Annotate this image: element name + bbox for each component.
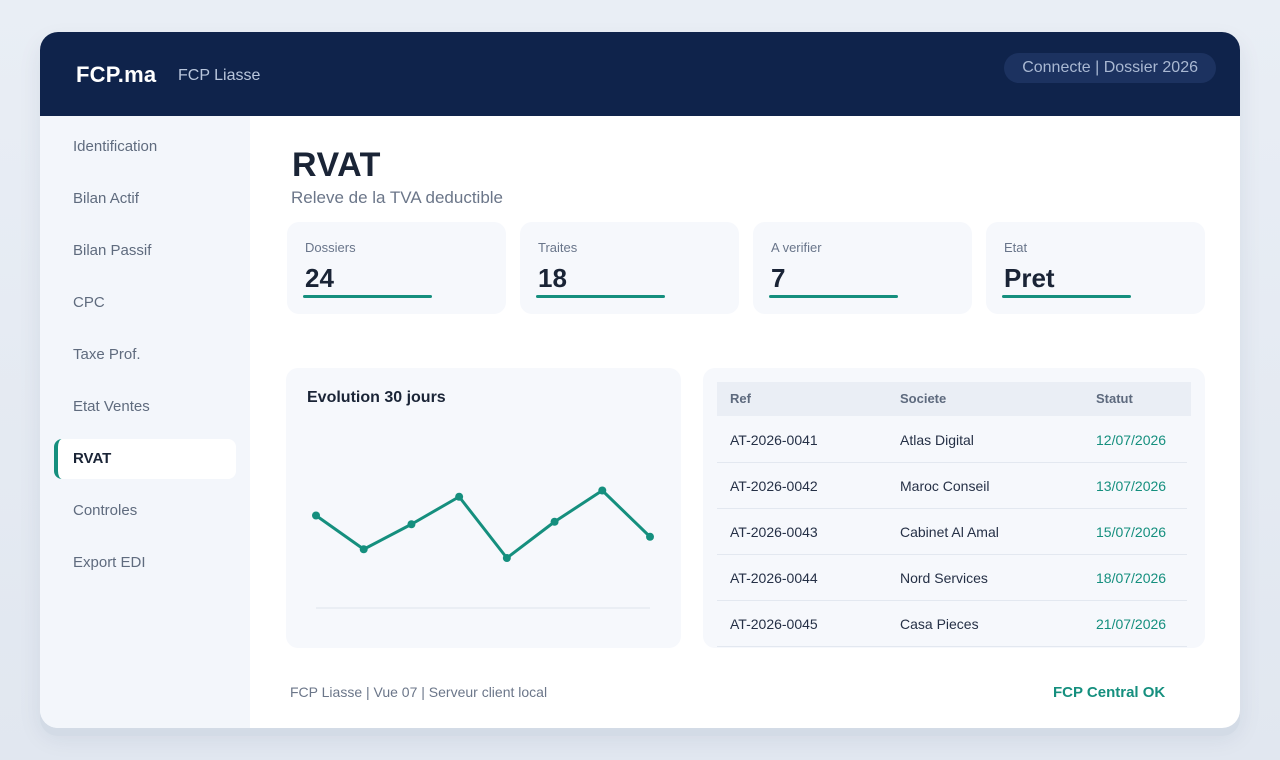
chart-title: Evolution 30 jours (307, 389, 446, 406)
kpi-card-dossiers: Dossiers 24 (287, 222, 506, 314)
kpi-accent-bar (303, 295, 432, 298)
evolution-chart-card: Evolution 30 jours (286, 368, 681, 648)
column-header-ref[interactable]: Ref (730, 391, 751, 406)
dossiers-table: Ref Societe Statut AT-2026-0041 Atlas Di… (703, 368, 1205, 648)
table-row[interactable]: AT-2026-0042 Maroc Conseil 13/07/2026 (717, 463, 1187, 509)
cell-ref: AT-2026-0045 (730, 616, 818, 632)
kpi-value: 18 (538, 263, 567, 293)
sidebar-item-taxe-prof[interactable]: Taxe Prof. (73, 346, 141, 363)
kpi-label: Etat (1004, 240, 1028, 255)
sidebar-item-rvat[interactable]: RVAT (54, 439, 236, 479)
cell-statut: 21/07/2026 (1096, 616, 1167, 632)
cell-ref: AT-2026-0044 (730, 570, 818, 586)
sidebar-item-cpc[interactable]: CPC (73, 294, 105, 311)
cell-statut: 15/07/2026 (1096, 524, 1167, 540)
column-header-statut[interactable]: Statut (1096, 391, 1133, 406)
kpi-card-a-verifier: A verifier 7 (753, 222, 972, 314)
footer-server-status: FCP Central OK (1053, 684, 1166, 701)
sidebar-item-bilan-passif[interactable]: Bilan Passif (73, 242, 152, 259)
cell-statut: 12/07/2026 (1096, 432, 1167, 448)
cell-ref: AT-2026-0042 (730, 478, 818, 494)
cell-ref: AT-2026-0043 (730, 524, 818, 540)
cell-ref: AT-2026-0041 (730, 432, 818, 448)
table-header: Ref Societe Statut (717, 382, 1191, 416)
data-point[interactable] (550, 517, 559, 526)
app-window: FCP.ma FCP Liasse Connecte | Dossier 202… (40, 32, 1240, 728)
app-name: FCP Liasse (178, 67, 261, 84)
data-point[interactable] (598, 486, 607, 495)
kpi-card-etat: Etat Pret (986, 222, 1205, 314)
kpi-value: Pret (1004, 263, 1055, 293)
footer-info: FCP Liasse | Vue 07 | Serveur client loc… (290, 684, 548, 700)
data-point[interactable] (646, 532, 654, 541)
connection-status-badge: Connecte | Dossier 2026 (1004, 53, 1216, 83)
kpi-label: Traites (538, 240, 578, 255)
sidebar-item-etat-ventes[interactable]: Etat Ventes (73, 398, 150, 415)
table-row[interactable]: AT-2026-0045 Casa Pieces 21/07/2026 (717, 601, 1187, 647)
cell-societe: Maroc Conseil (900, 478, 990, 494)
cell-societe: Atlas Digital (900, 432, 974, 448)
kpi-label: Dossiers (305, 240, 356, 255)
cell-statut: 18/07/2026 (1096, 570, 1167, 586)
sidebar-item-controles[interactable]: Controles (73, 502, 138, 519)
sidebar-item-bilan-actif[interactable]: Bilan Actif (73, 190, 139, 207)
sidebar-item-export-edi[interactable]: Export EDI (73, 554, 146, 571)
kpi-value: 24 (305, 263, 334, 293)
kpi-value: 7 (771, 263, 786, 293)
data-point[interactable] (359, 545, 368, 554)
data-point[interactable] (455, 492, 464, 501)
data-point[interactable] (502, 554, 511, 562)
data-point[interactable] (312, 511, 320, 520)
column-header-societe[interactable]: Societe (900, 391, 947, 406)
table-row[interactable]: AT-2026-0043 Cabinet Al Amal 15/07/2026 (717, 509, 1187, 555)
cell-societe: Nord Services (900, 570, 988, 586)
data-point[interactable] (407, 520, 416, 529)
sidebar: Identification Bilan Actif Bilan Passif … (40, 116, 250, 728)
top-header: FCP.ma FCP Liasse Connecte | Dossier 202… (40, 32, 1240, 116)
kpi-accent-bar (769, 295, 898, 298)
table-row[interactable]: AT-2026-0041 Atlas Digital 12/07/2026 (717, 417, 1187, 463)
sidebar-item-identification[interactable]: Identification (73, 138, 158, 155)
page-subtitle: Releve de la TVA deductible (291, 188, 504, 207)
page-title: RVAT (292, 146, 381, 184)
kpi-label: A verifier (771, 240, 822, 255)
line-chart (312, 486, 654, 609)
kpi-card-traites: Traites 18 (520, 222, 739, 314)
series-line (315, 489, 652, 560)
cell-societe: Casa Pieces (900, 616, 979, 632)
kpi-accent-bar (536, 295, 665, 298)
main-content: RVAT Releve de la TVA deductible Dossier… (250, 116, 1240, 728)
kpi-accent-bar (1002, 295, 1131, 298)
cell-societe: Cabinet Al Amal (900, 524, 999, 540)
cell-statut: 13/07/2026 (1096, 478, 1167, 494)
brand-logo[interactable]: FCP.ma (76, 62, 157, 87)
table-row[interactable]: AT-2026-0044 Nord Services 18/07/2026 (717, 555, 1187, 601)
